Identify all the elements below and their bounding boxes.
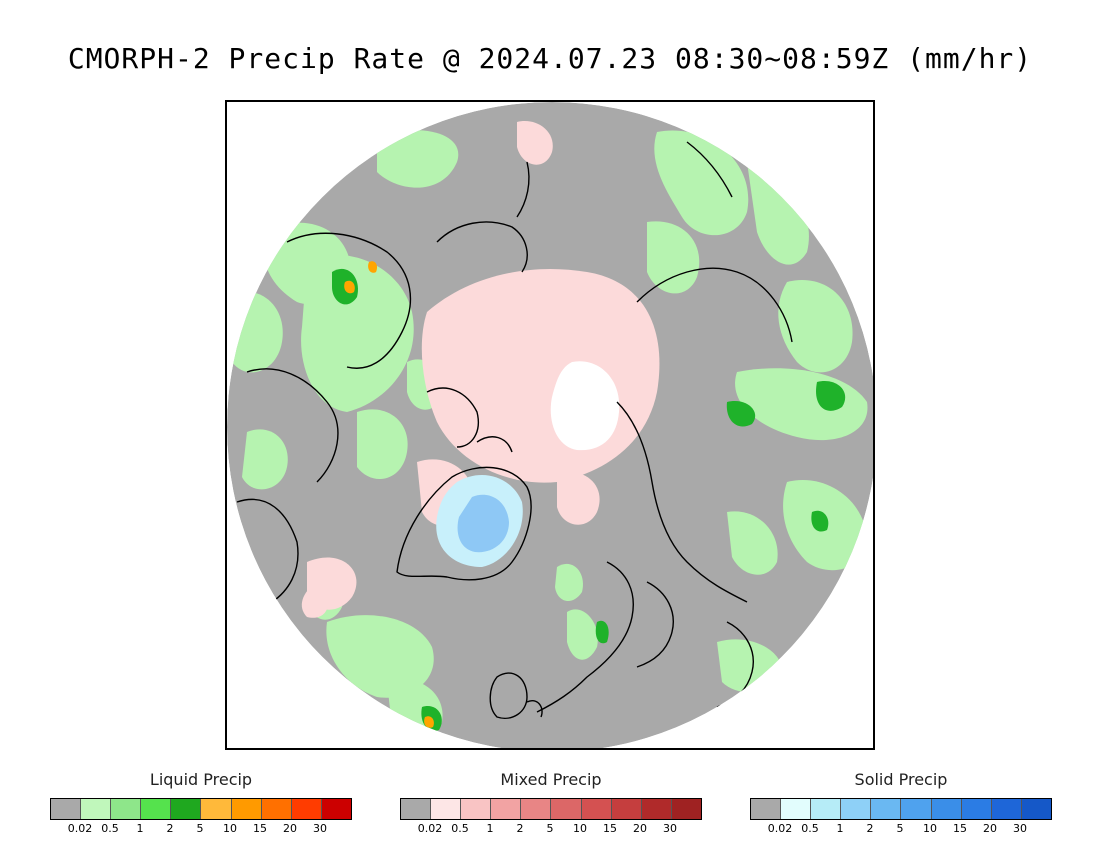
coastlines — [236, 141, 793, 719]
legend-swatch — [321, 799, 351, 819]
legend-tick-label: 30 — [663, 822, 677, 835]
legend-tick-label: 30 — [1013, 822, 1027, 835]
legend-liquid-precip: Liquid Precip 0.02 0.5 1 2 5 10 15 20 30 — [50, 770, 352, 836]
legend-swatch — [261, 799, 292, 819]
legend-swatch — [81, 799, 112, 819]
legend-ticks-liquid: 0.02 0.5 1 2 5 10 15 20 30 — [50, 822, 352, 836]
legend-swatch — [551, 799, 582, 819]
legend-swatch — [961, 799, 992, 819]
legend-swatch — [841, 799, 872, 819]
legend-tick-label: 1 — [486, 822, 494, 835]
legend-swatch — [751, 799, 782, 819]
legend-tick-label: 2 — [516, 822, 524, 835]
legend-swatch — [871, 799, 902, 819]
legend-swatch — [901, 799, 932, 819]
chart-title: CMORPH-2 Precip Rate @ 2024.07.23 08:30~… — [67, 42, 1033, 75]
legend-tick-label: 0.02 — [767, 822, 793, 835]
legend-tick-label: 0.5 — [801, 822, 819, 835]
liquid-precip-intense — [344, 261, 434, 728]
legend-tick-label: 10 — [923, 822, 937, 835]
legend-swatch — [491, 799, 522, 819]
legend-bar-solid — [750, 798, 1052, 820]
legend-tick-label: 20 — [283, 822, 297, 835]
legend-title-mixed: Mixed Precip — [500, 770, 602, 789]
legend-swatch — [141, 799, 172, 819]
legend-tick-label: 5 — [896, 822, 904, 835]
legend-mixed-precip: Mixed Precip 0.02 0.5 1 2 5 10 15 20 30 — [400, 770, 702, 836]
legend-tick-label: 10 — [223, 822, 237, 835]
legend-title-liquid: Liquid Precip — [149, 770, 253, 789]
legend-swatch — [201, 799, 232, 819]
legend-tick-label: 15 — [253, 822, 267, 835]
legend-swatch — [611, 799, 642, 819]
no-data-region — [550, 361, 620, 451]
legend-tick-label: 20 — [633, 822, 647, 835]
legend-tick-label: 5 — [196, 822, 204, 835]
legend-swatch — [291, 799, 322, 819]
legend-tick-label: 0.5 — [101, 822, 119, 835]
legend-swatch — [51, 799, 82, 819]
legend-swatch — [641, 799, 672, 819]
legend-swatch — [231, 799, 262, 819]
solid-precip-areas — [436, 474, 523, 567]
legend-bar-mixed — [400, 798, 702, 820]
legend-swatch — [931, 799, 962, 819]
legend-tick-label: 2 — [166, 822, 174, 835]
legend-solid-precip: Solid Precip 0.02 0.5 1 2 5 10 15 20 30 — [750, 770, 1052, 836]
legend-swatch — [521, 799, 552, 819]
legend-swatch — [431, 799, 462, 819]
legend-swatch — [1021, 799, 1051, 819]
legend-tick-label: 0.02 — [417, 822, 443, 835]
legend-tick-label: 0.02 — [67, 822, 93, 835]
polar-map-canvas — [227, 102, 873, 748]
legend-swatch — [581, 799, 612, 819]
legend-ticks-solid: 0.02 0.5 1 2 5 10 15 20 30 — [750, 822, 1052, 836]
legend-tick-label: 15 — [953, 822, 967, 835]
polar-map — [225, 100, 875, 750]
legend-tick-label: 20 — [983, 822, 997, 835]
legend-tick-label: 2 — [866, 822, 874, 835]
legend-swatch — [171, 799, 202, 819]
legend-swatch — [811, 799, 842, 819]
legend-swatch — [111, 799, 142, 819]
legend-tick-label: 5 — [546, 822, 554, 835]
legend-tick-label: 0.5 — [451, 822, 469, 835]
legend-tick-label: 1 — [836, 822, 844, 835]
legend-bar-liquid — [50, 798, 352, 820]
legend-swatch — [401, 799, 432, 819]
legend-swatch — [781, 799, 812, 819]
legend-ticks-mixed: 0.02 0.5 1 2 5 10 15 20 30 — [400, 822, 702, 836]
legend-title-solid: Solid Precip — [854, 770, 948, 789]
legend-tick-label: 10 — [573, 822, 587, 835]
legend-swatch — [991, 799, 1022, 819]
legend-swatch — [461, 799, 492, 819]
legend-swatch — [671, 799, 701, 819]
legend-tick-label: 30 — [313, 822, 327, 835]
legend-tick-label: 1 — [136, 822, 144, 835]
legend-tick-label: 15 — [603, 822, 617, 835]
